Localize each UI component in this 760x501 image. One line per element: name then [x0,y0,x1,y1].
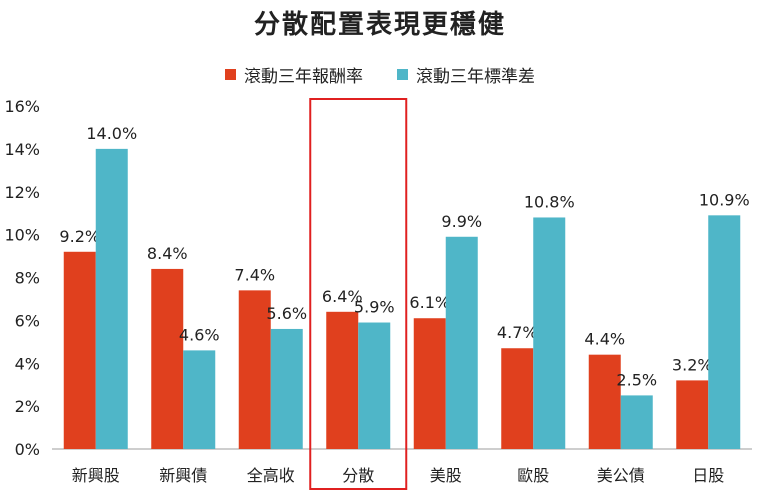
data-label-stdev: 14.0% [86,124,137,143]
bar-return [63,251,96,449]
bar-return [326,311,359,449]
data-label-stdev: 4.6% [179,325,220,344]
y-tick-label: 0% [15,440,40,459]
x-tick-label: 日股 [692,466,724,485]
data-label-return: 3.2% [672,355,713,374]
x-tick-label: 分散 [342,466,374,485]
y-tick-label: 14% [4,140,40,159]
bar-return [151,268,184,449]
x-tick-label: 新興債 [159,466,207,485]
x-tick-label: 美公債 [597,466,645,485]
legend-swatch-return [225,69,236,80]
bar-return [238,290,271,449]
data-label-return: 7.4% [234,265,275,284]
bar-stdev [445,236,478,449]
data-label-stdev: 2.5% [616,370,657,389]
bar-stdev [533,217,566,449]
data-label-return: 4.7% [497,323,538,342]
data-label-stdev: 9.9% [441,212,482,231]
data-label-return: 8.4% [147,244,188,263]
bar-stdev [95,148,128,449]
chart-legend: 滾動三年報酬率 滾動三年標準差 [0,62,760,87]
bar-stdev [708,215,741,449]
legend-label-stdev: 滾動三年標準差 [416,67,535,87]
y-tick-label: 12% [4,183,40,202]
y-tick-label: 16% [4,97,40,116]
bar-return [676,380,709,449]
highlight-box [309,98,408,490]
y-tick-label: 10% [4,226,40,245]
x-tick-label: 美股 [430,466,462,485]
y-tick-label: 2% [15,397,40,416]
data-label-return: 9.2% [59,227,100,246]
data-label-return: 6.4% [322,287,363,306]
y-tick-label: 8% [15,269,40,288]
legend-item-stdev: 滾動三年標準差 [397,62,535,87]
bar-return [413,318,446,449]
data-label-stdev: 5.9% [354,298,395,317]
x-tick-label: 新興股 [72,466,120,485]
x-tick-label: 歐股 [517,466,549,485]
chart-title: 分散配置表現更穩健 [253,10,506,40]
bar-stdev [183,350,216,449]
data-label-stdev: 5.6% [266,304,307,323]
data-label-stdev: 10.9% [699,190,750,209]
bar-stdev [270,328,303,449]
legend-swatch-stdev [397,69,408,80]
bar-stdev [358,322,391,449]
legend-label-return: 滾動三年報酬率 [244,67,363,87]
bar-return [501,348,534,449]
y-tick-label: 6% [15,311,40,330]
bar-stdev [620,395,653,449]
x-tick-label: 全高收 [247,466,295,485]
data-label-return: 6.1% [409,293,450,312]
data-label-stdev: 10.8% [524,192,575,211]
bar-return [588,354,621,449]
y-tick-label: 4% [15,354,40,373]
data-label-return: 4.4% [584,330,625,349]
legend-item-return: 滾動三年報酬率 [225,62,363,87]
